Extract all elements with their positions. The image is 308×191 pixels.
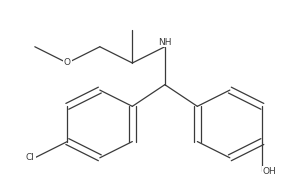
Text: NH: NH (158, 38, 172, 47)
Text: OH: OH (262, 167, 276, 176)
Text: Cl: Cl (26, 153, 35, 162)
Text: O: O (64, 58, 71, 67)
